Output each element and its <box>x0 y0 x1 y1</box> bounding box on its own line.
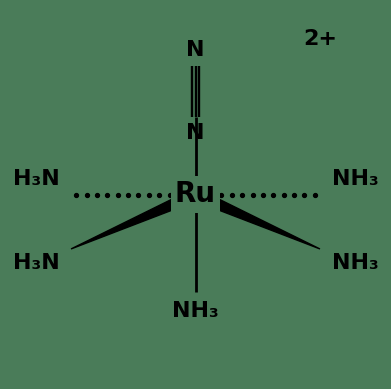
Text: Ru: Ru <box>175 180 216 209</box>
Text: H₃N: H₃N <box>13 169 59 189</box>
Polygon shape <box>193 189 320 249</box>
Text: NH₃: NH₃ <box>332 169 378 189</box>
Text: 2+: 2+ <box>303 29 337 49</box>
Text: N: N <box>186 40 205 60</box>
Text: H₃N: H₃N <box>13 253 59 273</box>
Text: NH₃: NH₃ <box>172 301 219 321</box>
Text: NH₃: NH₃ <box>332 253 378 273</box>
Text: N: N <box>186 123 205 142</box>
Polygon shape <box>71 189 198 249</box>
